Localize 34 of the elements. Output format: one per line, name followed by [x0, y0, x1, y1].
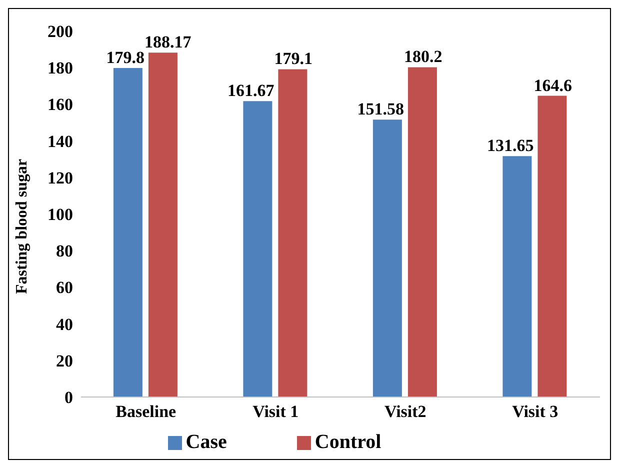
legend-label: Control: [314, 431, 382, 453]
y-tick-label: 80: [56, 242, 73, 261]
y-tick-label: 160: [48, 95, 73, 114]
x-tick-label: Visit 1: [252, 402, 299, 422]
x-tick-label: Visit2: [384, 402, 426, 422]
x-tick-label: Baseline: [116, 402, 177, 422]
data-label: 151.58: [357, 100, 404, 119]
data-label: 131.65: [486, 136, 534, 156]
bar: [113, 68, 142, 397]
data-label: 188.17: [144, 32, 192, 52]
bar: [372, 120, 402, 397]
y-tick-label: 140: [48, 132, 73, 151]
y-tick-label: 20: [56, 351, 73, 370]
bar: [148, 52, 178, 397]
data-label: 179.8: [106, 48, 144, 67]
data-label: 179.1: [274, 49, 312, 68]
bar: [243, 101, 272, 397]
y-axis-title: Fasting blood sugar: [14, 158, 31, 294]
legend-label: Case: [186, 431, 227, 453]
data-label: 180.2: [404, 47, 442, 66]
bar: [408, 67, 437, 397]
y-tick-label: 100: [48, 205, 73, 224]
y-tick-label: 120: [48, 168, 73, 188]
y-tick-label: 200: [48, 22, 73, 42]
data-label: 161.67: [227, 81, 275, 100]
y-tick-label: 0: [64, 388, 73, 408]
y-tick-label: 180: [48, 58, 73, 78]
data-label: 164.6: [534, 76, 572, 95]
bar: [538, 96, 567, 397]
y-tick-label: 40: [56, 314, 73, 334]
bar: [278, 69, 308, 397]
y-tick-label: 60: [56, 278, 73, 298]
x-tick-label: Visit 3: [512, 402, 558, 422]
bar: [502, 156, 532, 397]
